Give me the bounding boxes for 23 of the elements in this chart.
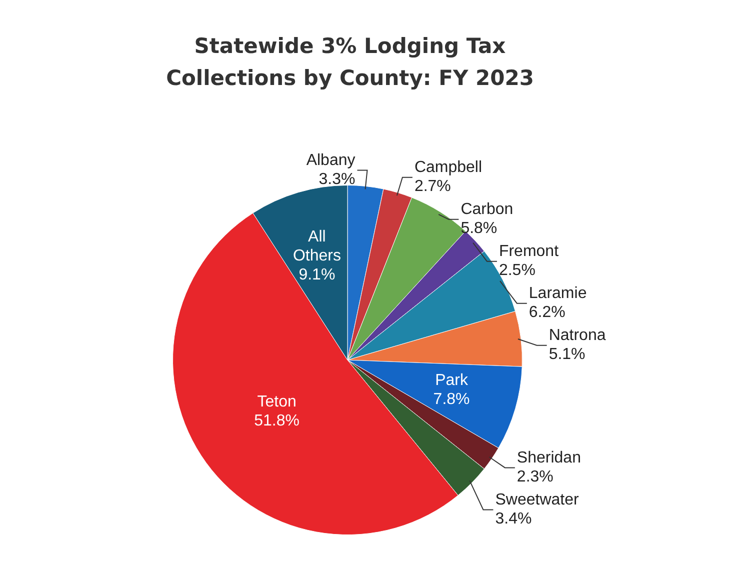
data-label: 2.3% [516,468,554,486]
slice-label: Laramie [528,285,587,302]
slice-label: Natrona [548,327,606,344]
data-label: 3.3% [318,171,356,188]
slice-label: Albany [306,152,356,170]
slice-label: Park [435,372,469,390]
data-label: 3.4% [495,510,532,528]
data-label: 9.1% [298,266,336,284]
slice-label: Sheridan [516,450,581,467]
slice-label: Sweetwater [495,492,580,509]
slice-label: All Others [292,228,341,264]
data-label: 2.7% [414,178,451,196]
slice-label: Fremont [498,243,560,260]
chart-title: Statewide 3% Lodging Tax Collections by County: FY 2023 [165,33,535,92]
data-label: 51.8% [254,412,300,430]
data-label: 2.5% [498,262,536,280]
slice-label: Campbell [414,159,482,176]
data-label: 7.8% [433,391,470,408]
data-label: 5.1% [548,346,586,364]
data-label: 6.2% [528,304,566,322]
data-label: 5.8% [460,220,498,238]
slice-label: Teton [257,393,296,410]
slice-label: Carbon [460,201,514,218]
